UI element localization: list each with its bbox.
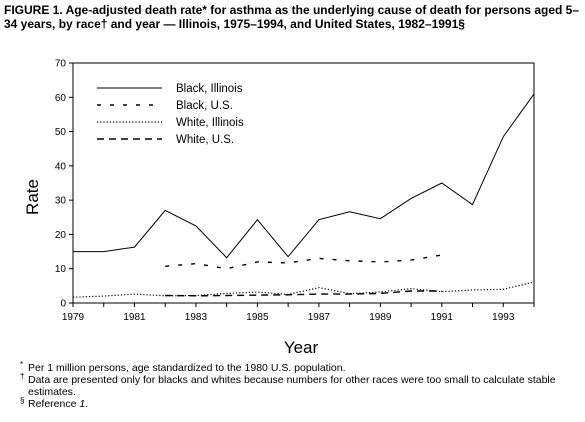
series-layer — [72, 93, 535, 298]
legend-label: White, Illinois — [176, 117, 244, 129]
y-tick-label: 40 — [55, 161, 67, 172]
x-tick-label: 1981 — [123, 312, 146, 323]
footnote-mark: § — [20, 396, 25, 405]
series-line-0 — [73, 93, 535, 259]
footnote-asterisk: * Per 1 million persons, age standardize… — [20, 360, 580, 374]
footnote-text: Per 1 million persons, age standardized … — [28, 362, 346, 374]
footnotes: * Per 1 million persons, age standardize… — [20, 360, 580, 410]
footnote-text: Reference — [28, 398, 80, 410]
x-tick-label: 1987 — [308, 312, 331, 323]
y-tick-label: 70 — [55, 59, 67, 70]
x-tick-label: 1983 — [185, 312, 208, 323]
series-line-3 — [165, 290, 442, 297]
x-tick-label: 1991 — [431, 312, 454, 323]
legend-label: Black, Illinois — [176, 83, 243, 95]
y-axis-label: Rate — [23, 179, 42, 215]
x-tick-label: 1979 — [62, 312, 85, 323]
series-line-1 — [165, 254, 442, 270]
series-line-2 — [72, 281, 535, 298]
footnote-mark: * — [20, 360, 24, 369]
x-tick-label: 1993 — [492, 312, 515, 323]
plot-frame — [72, 62, 535, 304]
x-axis-label: Year — [284, 338, 319, 357]
y-tick-label: 10 — [55, 264, 67, 275]
footnote-text: Data are presented only for blacks and w… — [28, 374, 556, 398]
y-tick-label: 30 — [55, 196, 67, 207]
y-tick-label: 20 — [55, 230, 67, 241]
footnote-section: § Reference 1. — [20, 396, 580, 410]
footnote-dagger: † Data are presented only for blacks and… — [20, 372, 580, 398]
x-tick-label: 1989 — [369, 312, 392, 323]
y-tick-label: 60 — [55, 93, 67, 104]
footnote-reference: 1 — [79, 398, 86, 410]
x-tick-label: 1985 — [246, 312, 269, 323]
y-tick-label: 0 — [60, 299, 66, 310]
legend-label: Black, U.S. — [176, 100, 233, 112]
legend-label: White, U.S. — [176, 134, 234, 146]
footnote-text: . — [85, 398, 89, 410]
legend: Black, Illinois Black, U.S. White, Illinoi… — [97, 83, 244, 146]
y-tick-label: 50 — [55, 127, 67, 138]
chart-title: FIGURE 1. Age-adjusted death rate* for a… — [4, 3, 580, 31]
footnote-mark: † — [20, 372, 25, 381]
axes: 0 10 20 30 40 50 60 70 1979 1981 1983 1985 1987 1989 1… — [55, 59, 535, 323]
